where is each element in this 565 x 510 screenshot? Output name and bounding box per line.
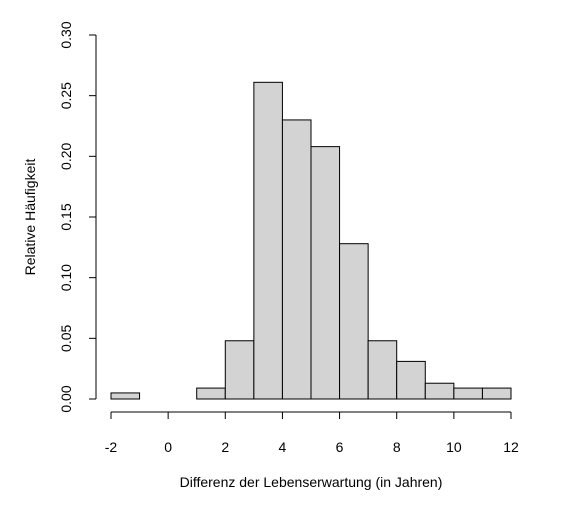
y-tick-label: 0.30 (58, 21, 74, 48)
y-tick-label: 0.05 (58, 324, 74, 351)
histogram-bar (311, 147, 340, 399)
bars-group (111, 82, 511, 399)
y-tick-label: 0.00 (58, 385, 74, 412)
histogram-bar (425, 383, 454, 399)
y-ticks-group: 0.00 0.05 0.10 0.15 0.20 0.25 0.30 (58, 21, 96, 412)
x-tick-label: -2 (105, 439, 118, 455)
histogram-bar (368, 341, 397, 399)
x-tick-label: 4 (279, 439, 287, 455)
histogram-bar (397, 361, 426, 399)
x-tick-label: 12 (503, 439, 519, 455)
histogram-bar (282, 120, 311, 399)
x-tick-label: 10 (446, 439, 462, 455)
y-tick-label: 0.15 (58, 203, 74, 230)
histogram-bar (454, 388, 483, 399)
y-tick-label: 0.20 (58, 142, 74, 169)
y-axis-label: Relative Häufigkeit (22, 159, 38, 276)
histogram-bar (254, 82, 283, 399)
histogram-bar (482, 388, 511, 399)
x-tick-label: 6 (336, 439, 344, 455)
x-tick-label: 8 (393, 439, 401, 455)
histogram-bar (225, 341, 254, 399)
y-tick-label: 0.10 (58, 264, 74, 291)
histogram-bar (197, 388, 226, 399)
histogram-bar (340, 244, 369, 399)
x-ticks-group: -2 0 2 4 6 8 10 12 (105, 412, 519, 455)
histogram-bar (111, 393, 140, 399)
x-axis-label: Differenz der Lebenserwartung (in Jahren… (180, 474, 443, 490)
x-tick-label: 0 (164, 439, 172, 455)
x-tick-label: 2 (221, 439, 229, 455)
y-tick-label: 0.25 (58, 82, 74, 109)
